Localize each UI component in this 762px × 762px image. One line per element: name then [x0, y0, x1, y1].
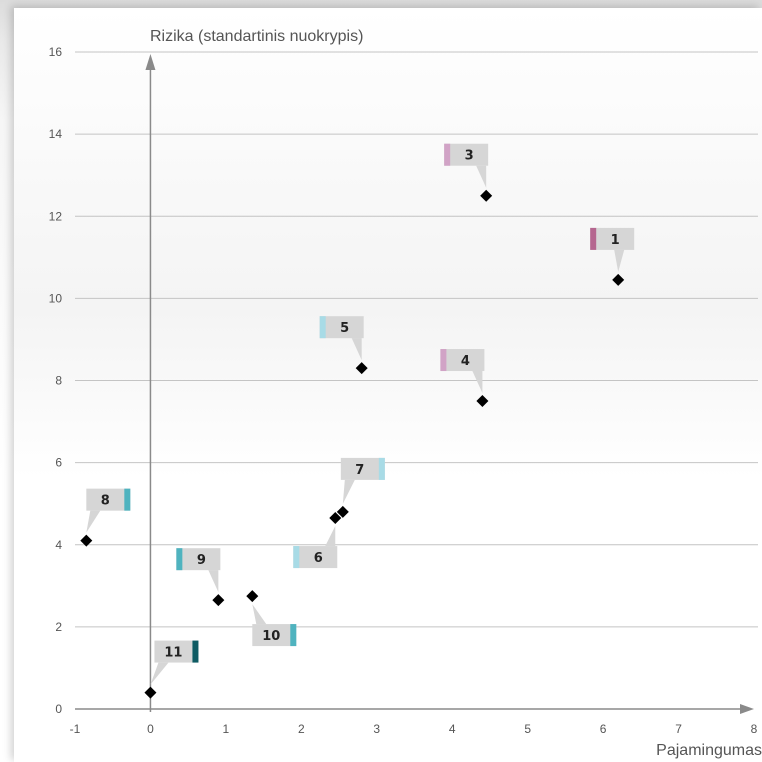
axes [75, 54, 754, 714]
label-pointer-1 [614, 249, 625, 272]
label-box-3 [444, 143, 489, 166]
point-label-text-9: 9 [197, 553, 206, 568]
point-label-text-10: 10 [262, 629, 280, 644]
grid-lines [75, 51, 758, 628]
label-box-4 [440, 349, 485, 372]
data-point-1 [612, 273, 625, 286]
label-box-11 [154, 640, 199, 663]
label-pointer-5 [351, 338, 362, 361]
x-tick-label-5: 5 [524, 722, 531, 736]
point-label-6: 6 [293, 512, 342, 569]
point-label-9: 9 [176, 548, 225, 607]
label-color-bar-8 [124, 488, 131, 511]
data-point-10 [246, 590, 259, 603]
label-color-bar-9 [176, 548, 183, 571]
data-point-8 [80, 534, 93, 547]
label-pointer-3 [476, 165, 487, 188]
label-box-10 [252, 624, 297, 647]
point-label-10: 10 [246, 590, 297, 647]
point-label-5: 5 [319, 316, 368, 375]
data-point-4 [476, 395, 489, 408]
x-tick-label-1: 1 [223, 722, 230, 736]
x-axis-title: Pajamingumas [656, 742, 762, 759]
y-tick-label-0: 0 [55, 702, 62, 716]
label-box-8 [86, 488, 131, 511]
data-point-3 [480, 189, 493, 202]
point-label-1: 1 [590, 227, 635, 286]
x-tick-label-6: 6 [600, 722, 607, 736]
label-pointer-4 [472, 371, 483, 394]
label-pointer-10 [252, 604, 267, 625]
data-point-7 [336, 505, 349, 518]
y-tick-label-2: 2 [55, 620, 62, 634]
point-label-3: 3 [444, 143, 493, 202]
label-box-6 [293, 546, 338, 569]
label-box-7 [340, 457, 385, 480]
x-tick-label--1: -1 [70, 722, 81, 736]
point-label-text-7: 7 [355, 463, 364, 478]
y-tick-label-4: 4 [55, 538, 62, 552]
point-label-text-8: 8 [101, 494, 110, 509]
label-color-bar-7 [378, 457, 385, 480]
point-label-text-6: 6 [314, 551, 323, 566]
label-color-bar-3 [444, 143, 451, 166]
y-tick-label-10: 10 [49, 291, 63, 305]
label-pointer-7 [342, 479, 355, 504]
data-point-6 [329, 512, 342, 525]
point-label-text-3: 3 [465, 149, 474, 164]
label-box-5 [319, 316, 364, 339]
x-axis-arrow [740, 704, 754, 714]
label-pointer-9 [208, 570, 219, 593]
y-tick-label-6: 6 [55, 456, 62, 470]
label-color-bar-6 [293, 546, 300, 569]
label-box-9 [176, 548, 221, 571]
data-point-9 [212, 594, 225, 607]
label-color-bar-10 [290, 624, 297, 647]
x-tick-label-0: 0 [147, 722, 154, 736]
label-color-bar-5 [319, 316, 326, 339]
point-label-4: 4 [440, 349, 489, 408]
y-tick-label-16: 16 [49, 45, 63, 59]
x-tick-label-4: 4 [449, 722, 456, 736]
y-tick-label-8: 8 [55, 374, 62, 388]
point-label-11: 11 [144, 640, 199, 699]
data-point-11 [144, 686, 157, 699]
label-color-bar-4 [440, 349, 447, 372]
y-axis-title: Rizika (standartinis nuokrypis) [150, 28, 363, 45]
y-tick-label-14: 14 [49, 127, 63, 141]
label-box-1 [590, 227, 635, 250]
y-tick-label-12: 12 [49, 209, 63, 223]
point-label-text-5: 5 [340, 321, 349, 336]
point-label-text-4: 4 [461, 354, 470, 369]
label-color-bar-11 [192, 640, 199, 663]
label-pointer-8 [86, 510, 101, 533]
label-color-bar-1 [590, 227, 597, 250]
y-axis-arrow [145, 54, 156, 70]
x-tick-label-3: 3 [373, 722, 380, 736]
x-tick-label-2: 2 [298, 722, 305, 736]
point-label-8: 8 [80, 488, 131, 547]
point-label-text-1: 1 [611, 233, 620, 248]
point-label-7: 7 [336, 457, 385, 518]
data-point-5 [355, 362, 368, 375]
point-label-text-11: 11 [164, 646, 182, 661]
label-pointer-6 [325, 526, 336, 547]
x-tick-label-7: 7 [675, 722, 682, 736]
data-points: 1 3 4 5 7 6 8 9 10 11 [80, 143, 635, 699]
label-pointer-11 [150, 662, 169, 685]
x-tick-label-8: 8 [751, 722, 758, 736]
